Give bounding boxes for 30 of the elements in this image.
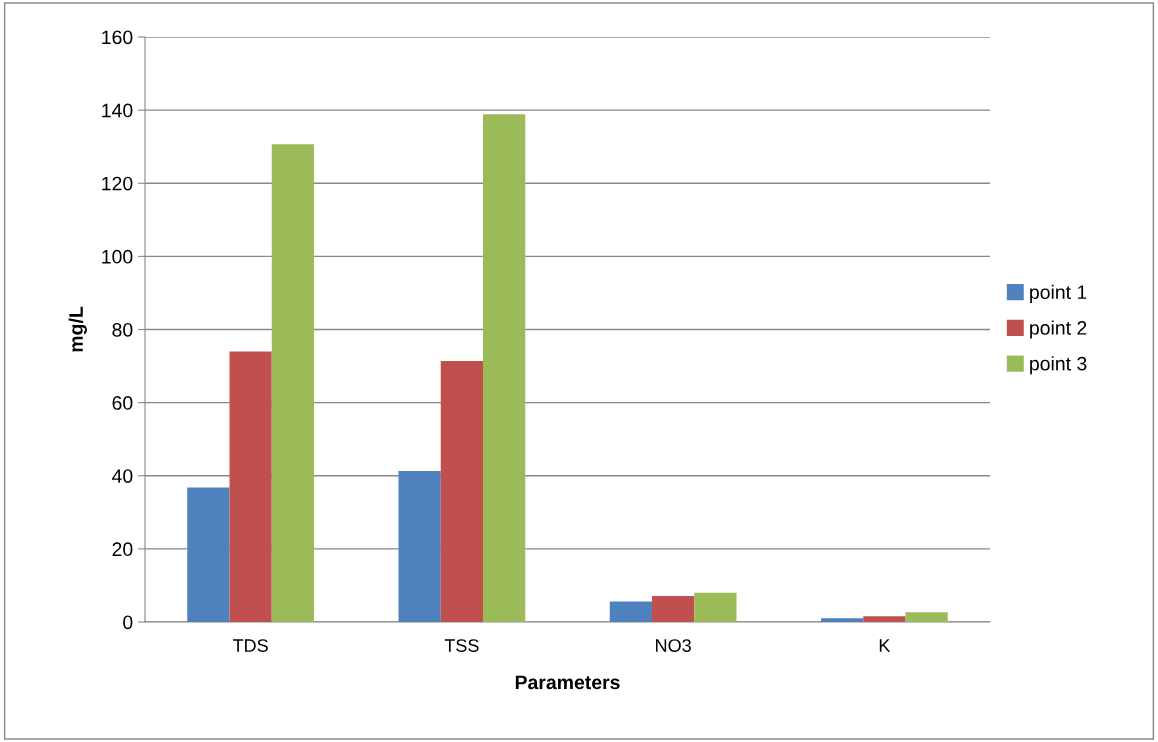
legend-label: point 2 (1030, 320, 1087, 339)
bar (905, 612, 948, 622)
bar (440, 360, 483, 622)
y-tick-label: 40 (112, 469, 133, 483)
legend-label: point 3 (1030, 356, 1087, 375)
bar (821, 618, 864, 622)
bar (652, 596, 695, 622)
y-tick-label: 100 (102, 249, 133, 264)
y-tick-label: 0 (123, 615, 133, 630)
bar (483, 114, 526, 622)
x-axis-title: Parameters (515, 675, 620, 690)
y-tick-label: 120 (102, 176, 133, 191)
y-tick-label: 20 (112, 542, 133, 557)
bar (694, 592, 737, 622)
bar (398, 471, 441, 622)
x-tick-label: TSS (444, 639, 479, 652)
y-tick-label: 60 (112, 396, 133, 410)
y-axis-title: mg/L (68, 306, 87, 352)
y-tick-label: 140 (102, 103, 133, 118)
bar (229, 351, 272, 622)
x-tick-label: TDS (232, 639, 268, 652)
bar (863, 616, 906, 622)
y-tick-label: 80 (112, 322, 133, 337)
y-tick-label: 160 (102, 30, 133, 45)
legend-label: point 1 (1030, 284, 1087, 303)
bar (609, 601, 652, 622)
x-tick-label: NO3 (656, 639, 691, 652)
x-tick-label: K (879, 639, 891, 652)
bar (187, 487, 230, 622)
bar (271, 144, 314, 622)
